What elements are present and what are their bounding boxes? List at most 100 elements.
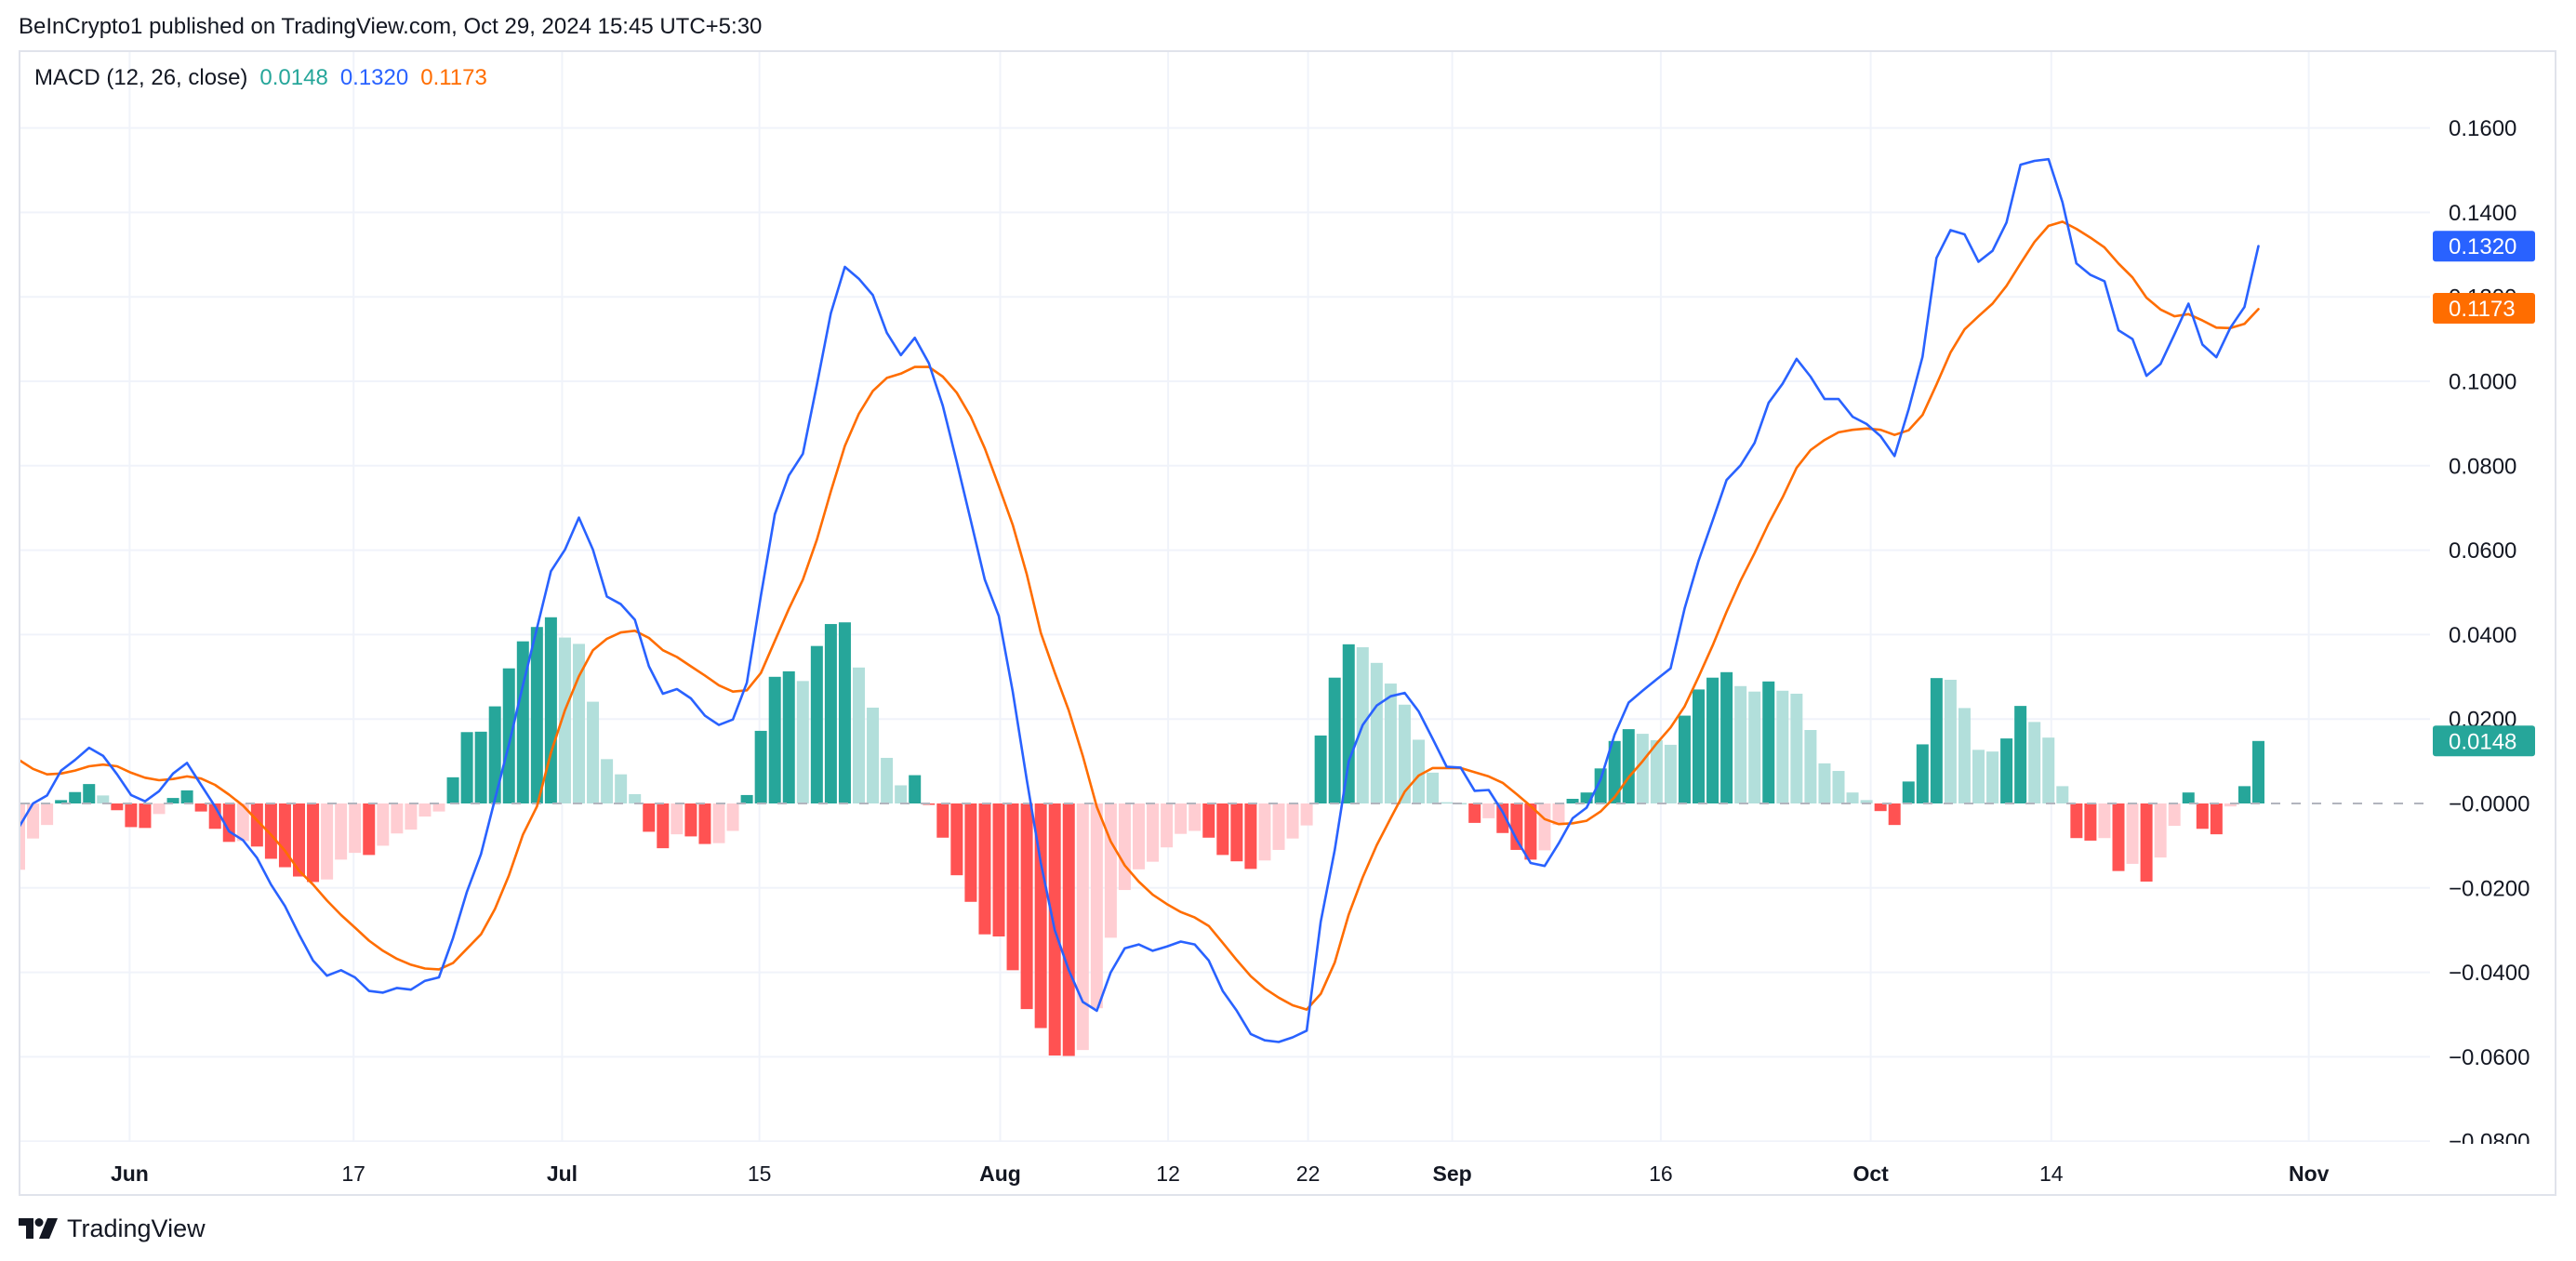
y-tick-label: −0.0400 xyxy=(2449,961,2530,986)
histogram-bar xyxy=(2224,803,2237,807)
histogram-bar xyxy=(307,803,320,883)
histogram-bar xyxy=(2210,803,2223,835)
y-tick-label: −0.0800 xyxy=(2449,1130,2530,1155)
legend-histogram-value: 0.0148 xyxy=(259,65,328,90)
histogram-bar xyxy=(2084,803,2097,841)
histogram-bar xyxy=(2126,803,2139,864)
badge-background xyxy=(2433,725,2535,757)
histogram-bar xyxy=(1762,681,1775,803)
histogram-bar xyxy=(502,668,515,803)
x-tick-label: 15 xyxy=(748,1161,772,1186)
histogram-bar xyxy=(1258,803,1271,861)
histogram-bar xyxy=(1286,803,1299,839)
histogram-bar xyxy=(1720,671,1733,803)
footer-branding[interactable]: TradingView xyxy=(19,1212,206,1245)
legend-indicator-name: MACD (12, 26, close) xyxy=(34,65,248,90)
time-axis[interactable]: Jun 17 Jul 15 Aug 12 22 Sep 16 Oct 14 Nov xyxy=(111,1161,2330,1186)
histogram-bar xyxy=(726,803,739,831)
histogram-bar xyxy=(1244,803,1257,869)
macd-line xyxy=(20,157,2260,1043)
histogram-bar xyxy=(1482,803,1495,818)
histogram-bar xyxy=(530,627,543,803)
histogram-bar xyxy=(1147,803,1160,862)
histogram-bar xyxy=(1790,693,1803,803)
histogram-bar xyxy=(1175,803,1188,834)
histogram-bar xyxy=(1846,792,1859,803)
histogram-bar xyxy=(2196,803,2209,830)
badge-background xyxy=(2433,292,2535,324)
histogram-bar xyxy=(97,795,110,803)
histogram-bar xyxy=(1216,803,1229,856)
histogram-bar xyxy=(2237,786,2251,803)
price-axis[interactable]: 0.16000.14000.12000.10000.08000.06000.04… xyxy=(2449,116,2530,1155)
histogram-bar xyxy=(1524,803,1537,860)
histogram-bar xyxy=(936,803,949,838)
histogram-bar xyxy=(1133,803,1145,869)
histogram-bar xyxy=(405,803,418,830)
y-tick-label: 0.0800 xyxy=(2449,454,2516,479)
chart-frame xyxy=(19,50,2556,1196)
histogram-value-badge: 0.0148 xyxy=(2433,725,2535,757)
histogram-bar xyxy=(2098,803,2111,839)
histogram-bar xyxy=(1538,803,1551,851)
histogram-bar xyxy=(1104,803,1117,938)
histogram-bar xyxy=(1832,771,1845,803)
histogram-bar xyxy=(712,803,725,843)
x-tick-label: Jun xyxy=(111,1161,149,1186)
histogram-bar xyxy=(1300,803,1313,826)
x-tick-label: Nov xyxy=(2289,1161,2330,1186)
histogram-bar xyxy=(1748,691,1761,803)
histogram-bar xyxy=(1006,803,1019,971)
indicator-legend[interactable]: MACD (12, 26, close) 0.0148 0.1320 0.1173 xyxy=(34,64,487,92)
histogram-bar xyxy=(1076,803,1089,1051)
histogram-bar xyxy=(1650,739,1663,803)
histogram-bar xyxy=(1776,690,1789,803)
histogram-bar xyxy=(111,803,124,811)
histogram-bar xyxy=(1272,803,1285,850)
attribution-text: BeInCrypto1 published on TradingView.com… xyxy=(19,14,763,39)
histogram-bar xyxy=(1398,704,1411,803)
histogram-bar xyxy=(1118,803,1131,891)
histogram-bar xyxy=(1972,750,1985,803)
histogram-bar xyxy=(1413,739,1425,803)
histogram-bar xyxy=(824,624,837,803)
histogram-bar xyxy=(1693,689,1705,803)
histogram-bar xyxy=(782,670,795,803)
histogram-bar xyxy=(1314,735,1327,803)
histogram-bar xyxy=(1818,763,1831,803)
histogram-bar xyxy=(1230,803,1243,862)
histogram-bar xyxy=(363,803,376,856)
histogram-bar xyxy=(418,803,432,817)
histogram-bar xyxy=(516,641,529,803)
histogram-bar xyxy=(250,803,263,847)
histogram-bar xyxy=(1552,803,1565,826)
histogram-bar xyxy=(1510,803,1523,850)
x-tick-label: Aug xyxy=(979,1161,1021,1186)
histogram-bar xyxy=(964,803,977,902)
macd-chart: 0.16000.14000.12000.10000.08000.06000.04… xyxy=(19,50,2556,1196)
histogram-bar xyxy=(684,803,697,837)
histogram-bar xyxy=(1678,715,1691,803)
histogram-bar xyxy=(643,803,656,832)
histogram-bar xyxy=(909,775,922,803)
histogram-bar xyxy=(1342,644,1355,803)
x-tick-label: 22 xyxy=(1296,1161,1321,1186)
histogram-bar xyxy=(335,803,348,860)
histogram-bar xyxy=(2182,792,2195,803)
histogram-bar xyxy=(1706,677,1720,803)
histogram-bar xyxy=(1034,803,1047,1029)
histogram-bar xyxy=(698,803,711,844)
histogram-bars xyxy=(20,617,2264,1056)
badge-label: 0.0148 xyxy=(2449,729,2516,754)
histogram-bar xyxy=(1202,803,1215,838)
histogram-bar xyxy=(1804,730,1817,803)
histogram-bar xyxy=(83,784,96,803)
histogram-bar xyxy=(1874,803,1887,812)
histogram-bar xyxy=(838,622,851,803)
histogram-bar xyxy=(1930,678,1943,803)
badge-label: 0.1173 xyxy=(2449,297,2516,322)
histogram-bar xyxy=(810,645,823,803)
tradingview-logo-icon xyxy=(19,1218,58,1239)
histogram-bar xyxy=(1958,708,1971,803)
histogram-bar xyxy=(446,777,459,803)
